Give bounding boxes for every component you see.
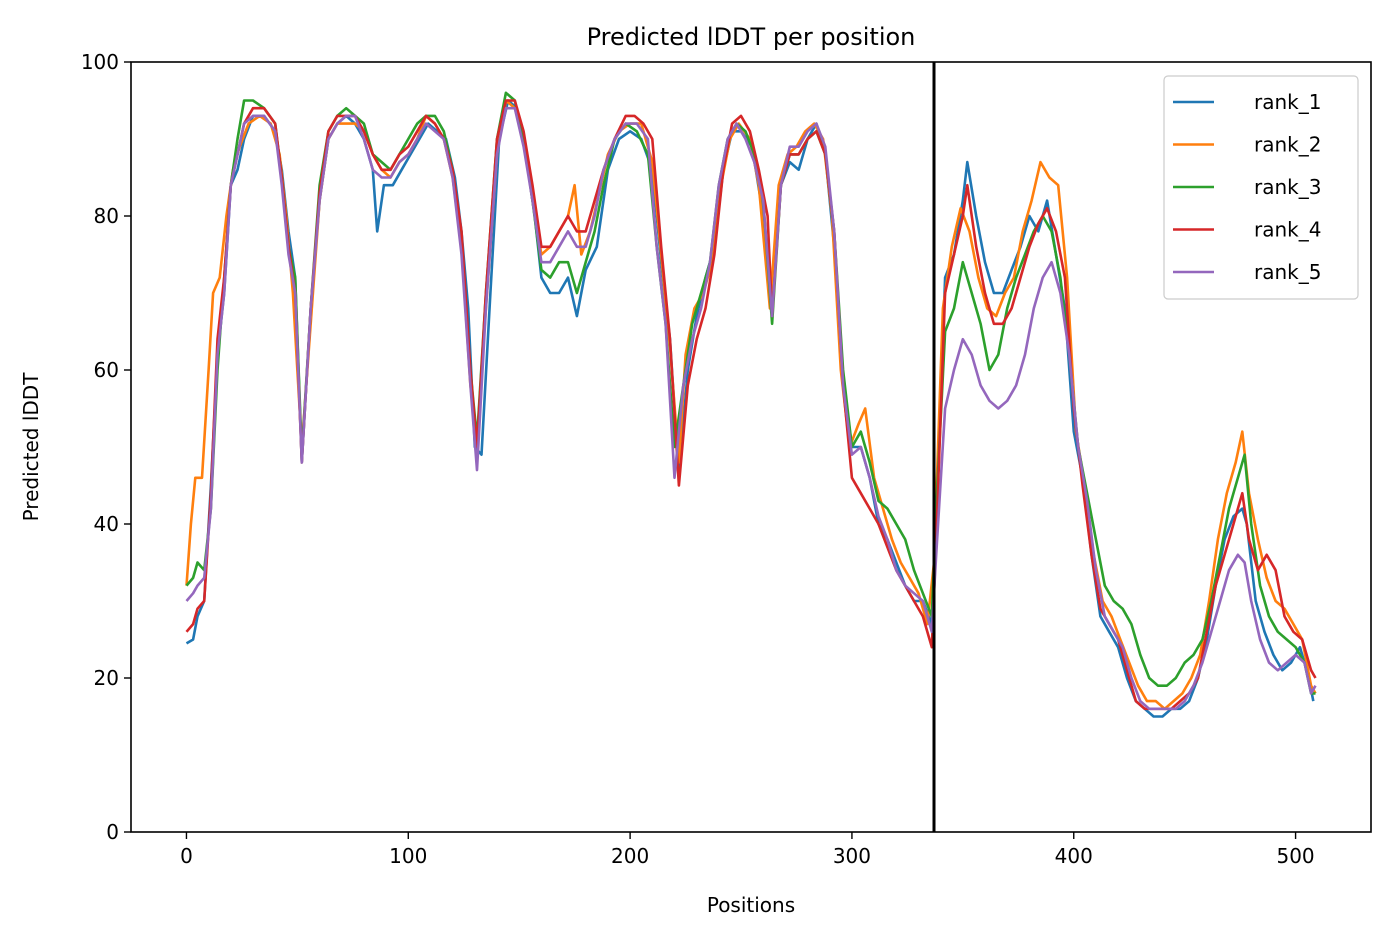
y-tick-label: 100 (81, 50, 119, 74)
legend-label-rank-2: rank_2 (1254, 133, 1321, 157)
y-axis: 0 20 40 60 80 100 (81, 50, 131, 844)
y-tick-label: 80 (94, 204, 119, 228)
x-tick-label: 400 (1055, 844, 1093, 868)
series-line-rank-5 (185, 106, 1317, 711)
legend-box (1163, 75, 1359, 300)
y-tick-label: 0 (106, 820, 119, 844)
x-axis: 0 100 200 300 400 500 (180, 832, 1315, 868)
y-axis-label: Predicted lDDT (19, 372, 43, 522)
plot-area (185, 91, 1317, 718)
y-tick-label: 60 (94, 358, 119, 382)
legend-label-rank-5: rank_5 (1254, 260, 1321, 284)
plot-frame (130, 61, 1372, 833)
y-tick-label: 20 (94, 666, 119, 690)
x-tick-label: 200 (611, 844, 649, 868)
x-tick-label: 500 (1276, 844, 1314, 868)
legend: rank_1 rank_2 rank_3 rank_4 rank_5 (1163, 75, 1359, 300)
legend-label-rank-1: rank_1 (1254, 90, 1321, 114)
chart-title: Predicted lDDT per position (587, 23, 916, 51)
x-axis-label: Positions (707, 893, 795, 917)
legend-label-rank-3: rank_3 (1254, 175, 1321, 199)
x-tick-label: 100 (389, 844, 427, 868)
y-tick-label: 40 (94, 512, 119, 536)
x-tick-label: 300 (833, 844, 871, 868)
x-tick-label: 0 (180, 844, 193, 868)
legend-label-rank-4: rank_4 (1254, 218, 1321, 242)
